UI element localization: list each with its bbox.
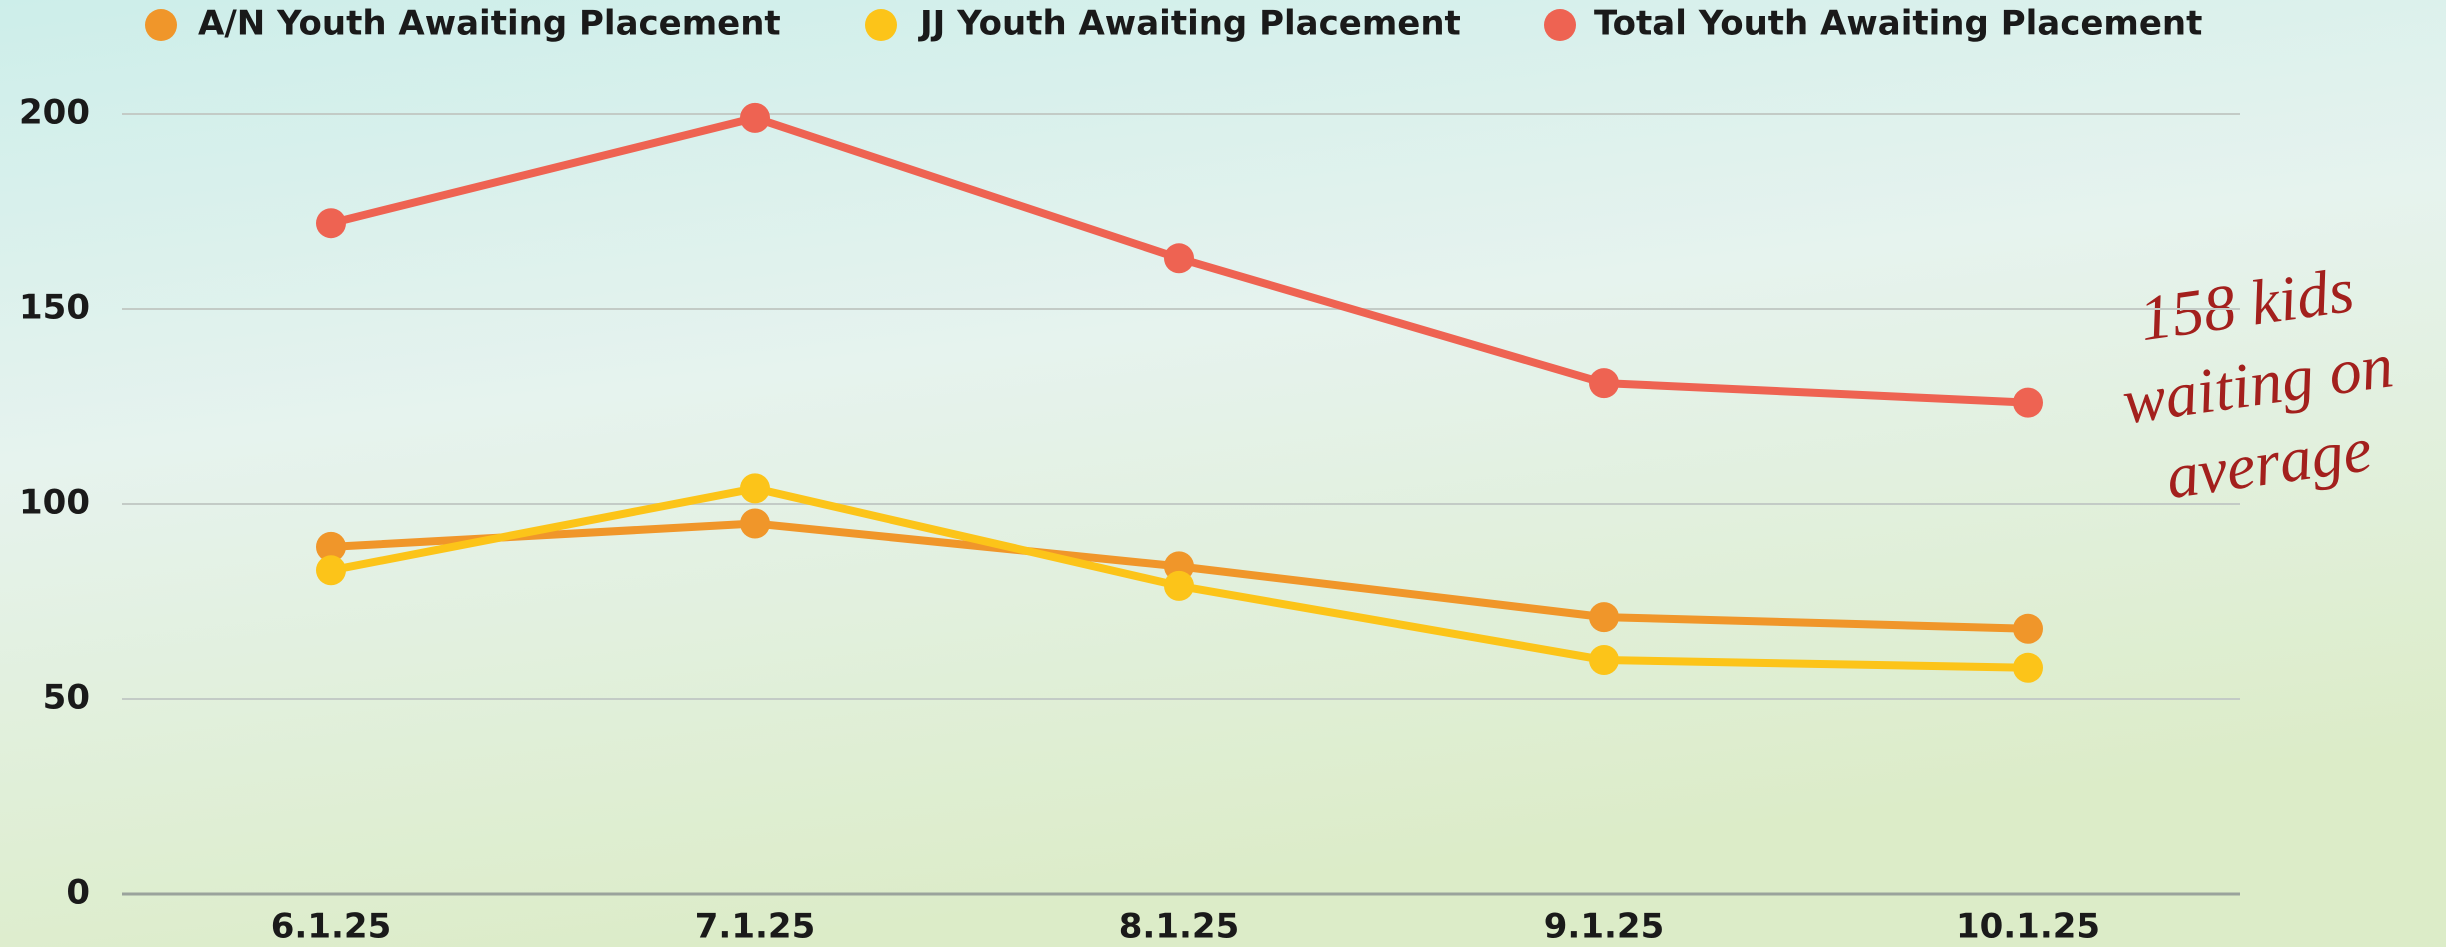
y-tick-label: 50 xyxy=(43,678,90,718)
data-point xyxy=(740,508,770,539)
data-point xyxy=(1164,570,1194,601)
data-point xyxy=(2013,387,2043,418)
legend-label: JJ Youth Awaiting Placement xyxy=(918,4,1461,44)
data-point xyxy=(2013,652,2043,683)
data-point xyxy=(740,102,770,133)
x-tick-label: 10.1.25 xyxy=(1956,907,2100,947)
data-point xyxy=(1589,602,1619,633)
data-point xyxy=(740,473,770,504)
legend-label: Total Youth Awaiting Placement xyxy=(1594,4,2202,44)
x-tick-label: 9.1.25 xyxy=(1544,907,1664,947)
data-point xyxy=(1164,243,1194,274)
y-tick-label: 200 xyxy=(19,93,90,133)
legend-marker xyxy=(1544,9,1576,41)
legend-marker xyxy=(145,9,177,41)
data-point xyxy=(316,555,346,586)
x-tick-label: 6.1.25 xyxy=(271,907,391,947)
x-tick-label: 7.1.25 xyxy=(695,907,815,947)
data-point xyxy=(1589,645,1619,675)
y-tick-label: 100 xyxy=(19,483,90,523)
y-tick-label: 150 xyxy=(19,288,90,328)
legend-label: A/N Youth Awaiting Placement xyxy=(198,4,781,44)
data-point xyxy=(316,208,346,239)
legend-marker xyxy=(865,9,897,41)
y-tick-label: 0 xyxy=(66,873,90,913)
data-point xyxy=(2013,613,2043,644)
data-point xyxy=(1589,368,1619,399)
data-point xyxy=(316,531,346,562)
x-tick-label: 8.1.25 xyxy=(1119,907,1239,947)
